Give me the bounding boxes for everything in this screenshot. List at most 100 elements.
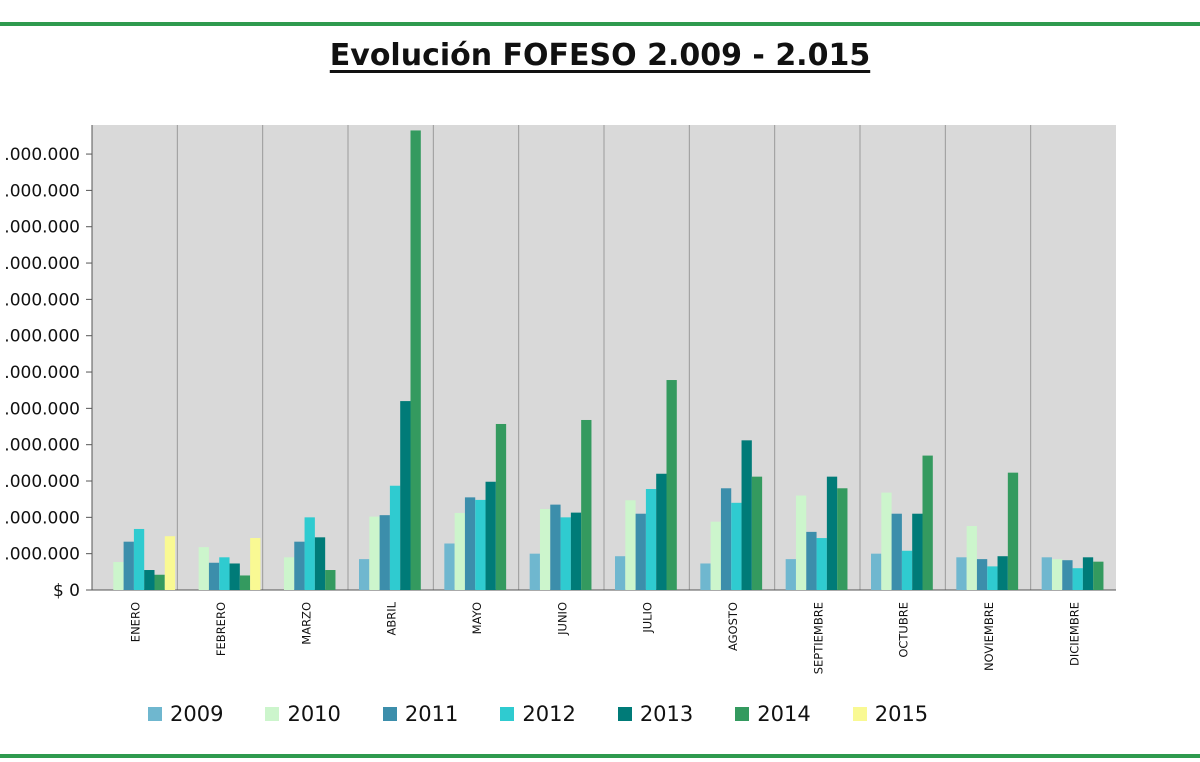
bar-2014-enero <box>154 574 165 590</box>
legend-swatch <box>735 707 750 721</box>
legend-item-2013: 2013 <box>617 702 694 726</box>
bar-2015-febrero <box>250 538 261 590</box>
bar-2009-abril <box>359 559 370 590</box>
bar-2012-enero <box>133 528 145 590</box>
x-tick-label-junio: JUNIO <box>555 602 569 636</box>
bar-2011-septiembre <box>806 531 817 590</box>
bar-2011-mayo <box>464 497 476 590</box>
y-tick-label: .000.000 <box>4 472 80 492</box>
bar-2014-agosto <box>751 476 763 590</box>
x-tick-label-julio: JULIO <box>641 602 655 634</box>
bar-2009-julio <box>615 556 626 590</box>
x-tick-label-marzo: MARZO <box>299 602 313 645</box>
legend-label: 2015 <box>874 702 929 726</box>
y-tick-label: .000.000 <box>4 181 80 201</box>
bar-2014-febrero <box>239 575 251 590</box>
legend-item-2011: 2011 <box>382 702 458 726</box>
bar-2013-febrero <box>229 563 240 590</box>
bar-2009-junio <box>529 553 540 590</box>
bar-2009-mayo <box>444 543 455 590</box>
bar-2012-mayo <box>475 499 486 590</box>
bar-2010-junio <box>539 508 551 590</box>
bar-2014-abril <box>410 130 421 590</box>
y-tick-label: .000.000 <box>4 218 80 238</box>
bar-2014-mayo <box>495 423 507 590</box>
legend-item-2009: 2009 <box>148 702 223 726</box>
bar-2012-noviembre <box>987 566 998 590</box>
bar-2011-abril <box>379 515 390 590</box>
y-tick-label: .000.000 <box>4 508 80 528</box>
bar-2009-agosto <box>700 563 711 590</box>
bar-2010-agosto <box>710 521 721 590</box>
bar-2011-julio <box>635 513 646 590</box>
bar-2011-agosto <box>720 488 732 590</box>
bar-2014-marzo <box>325 570 336 590</box>
bar-2013-marzo <box>314 537 326 590</box>
x-tick-label-abril: ABRIL <box>385 601 399 635</box>
bar-chart: .000.000 .000.000 .000.000 .000.000 .000.000… <box>4 125 1116 674</box>
legend-swatch <box>500 707 515 721</box>
bar-2010-julio <box>625 500 636 590</box>
bar-2012-febrero <box>219 557 230 590</box>
bar-2014-julio <box>666 380 677 590</box>
y-tick-label: $ 0 <box>53 581 80 601</box>
bar-2013-agosto <box>741 440 752 590</box>
legend-item-2012: 2012 <box>500 702 576 726</box>
y-tick-label: .000.000 <box>4 290 80 310</box>
bar-2012-diciembre <box>1072 568 1083 590</box>
y-tick-label: .000.000 <box>4 436 80 456</box>
bar-2014-noviembre <box>1007 472 1019 590</box>
top-rule <box>0 22 1200 26</box>
bar-2012-octubre <box>901 550 913 590</box>
bar-2013-enero <box>144 570 155 590</box>
y-tick-label: .000.000 <box>4 254 80 274</box>
bar-2011-enero <box>123 541 134 590</box>
bar-2010-enero <box>113 562 124 590</box>
bar-2013-septiembre <box>826 476 838 590</box>
bar-2013-abril <box>400 401 411 590</box>
bar-2014-junio <box>581 419 592 590</box>
legend-label: 2013 <box>639 702 694 726</box>
chart-legend: 2009 2010 2011 2012 2013 2014 2015 <box>148 702 970 726</box>
bar-2010-noviembre <box>966 526 977 590</box>
bar-2013-diciembre <box>1082 557 1094 590</box>
bar-2014-septiembre <box>837 488 848 590</box>
x-tick-label-agosto: AGOSTO <box>726 602 740 651</box>
x-tick-label-diciembre: DICIEMBRE <box>1067 602 1081 666</box>
bar-2012-abril <box>389 485 401 590</box>
bar-2013-junio <box>570 512 582 590</box>
bar-2012-julio <box>645 489 657 590</box>
bar-2011-marzo <box>294 541 305 590</box>
y-tick-label: .000.000 <box>4 545 80 565</box>
bar-2010-octubre <box>881 492 892 590</box>
legend-swatch <box>617 707 632 721</box>
bar-2011-febrero <box>208 562 220 590</box>
bar-2010-febrero <box>198 547 209 590</box>
bar-2014-octubre <box>922 455 933 590</box>
bar-2014-diciembre <box>1093 561 1104 590</box>
x-tick-label-septiembre: SEPTIEMBRE <box>811 602 825 674</box>
bar-2010-mayo <box>454 512 465 590</box>
bar-2013-noviembre <box>997 556 1008 590</box>
bar-2012-septiembre <box>816 538 827 590</box>
bar-2015-enero <box>164 536 176 590</box>
legend-swatch <box>852 707 867 721</box>
y-tick-label: .000.000 <box>4 327 80 347</box>
x-tick-label-noviembre: NOVIEMBRE <box>982 602 996 671</box>
legend-label: 2010 <box>287 702 341 726</box>
bar-2012-agosto <box>731 502 742 590</box>
legend-item-2014: 2014 <box>735 702 811 726</box>
y-tick-label: .000.000 <box>4 363 80 383</box>
x-tick-label-febrero: FEBRERO <box>214 602 228 656</box>
bar-2010-abril <box>369 516 380 590</box>
legend-label: 2012 <box>522 702 576 726</box>
chart-title: Evolución FOFESO 2.009 - 2.015 <box>329 38 871 73</box>
bar-2013-julio <box>656 473 667 590</box>
legend-label: 2014 <box>757 702 811 726</box>
bar-2011-octubre <box>891 513 902 590</box>
bar-2013-mayo <box>485 481 496 590</box>
bar-2013-octubre <box>912 513 923 590</box>
y-tick-label: .000.000 <box>4 399 80 419</box>
bar-2009-noviembre <box>956 557 967 590</box>
bar-2010-septiembre <box>795 495 807 590</box>
